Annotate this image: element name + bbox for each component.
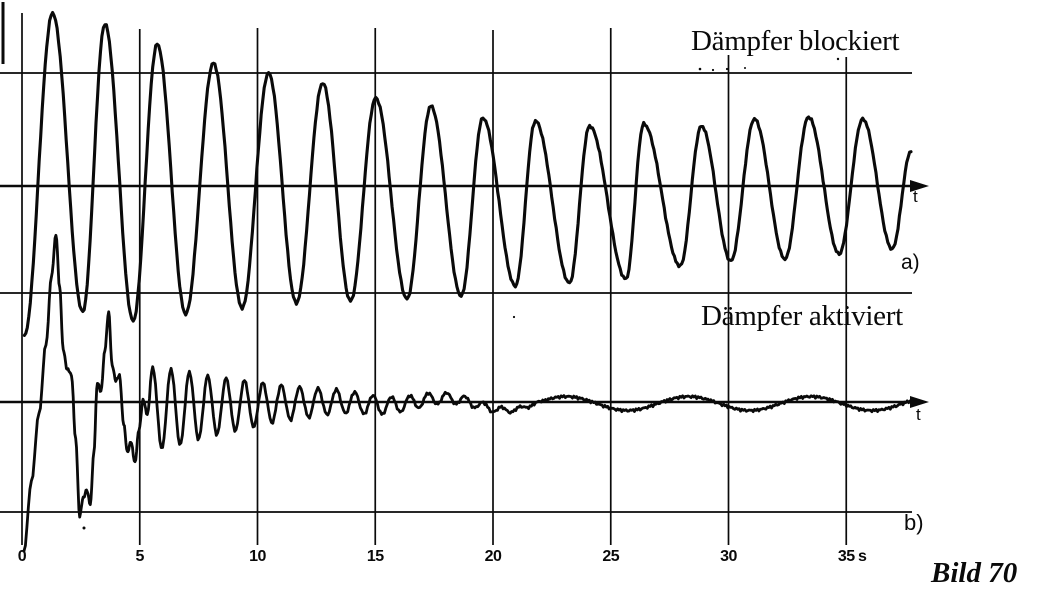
scan-speck-5 — [512, 315, 516, 319]
figure-caption: Bild 70 — [931, 557, 1018, 589]
x-tick-label-30: 30 — [720, 548, 737, 565]
scan-speck-0 — [698, 67, 702, 71]
series-b-curve — [22, 233, 916, 553]
panel-b-time-axis-label: t — [916, 405, 921, 424]
x-tick-label-0: 0 — [17, 548, 27, 565]
panel-b-title: Dämpfer aktiviert — [701, 300, 903, 332]
scan-speck-1 — [711, 68, 715, 72]
scan-speck-4 — [836, 57, 840, 61]
scan-speck-6 — [82, 526, 86, 530]
panel-a-title: Dämpfer blockiert — [691, 25, 900, 57]
x-axis-unit-label: s — [858, 548, 867, 565]
x-tick-label-15: 15 — [366, 548, 384, 565]
x-tick-label-5: 5 — [135, 548, 145, 565]
scan-speck-3 — [744, 67, 746, 69]
x-tick-label-10: 10 — [249, 548, 266, 565]
series-a-curve — [22, 10, 913, 337]
x-tick-label-25: 25 — [602, 548, 620, 565]
x-tick-label-35: 35 — [837, 548, 855, 565]
panel-b-label: b) — [904, 510, 924, 535]
axis-arrowhead-a — [910, 180, 929, 192]
panel-a-time-axis-label: t — [913, 187, 918, 206]
panel-a-label: a) — [901, 251, 920, 274]
x-tick-label-20: 20 — [484, 548, 502, 565]
scan-speck-2 — [725, 67, 729, 71]
